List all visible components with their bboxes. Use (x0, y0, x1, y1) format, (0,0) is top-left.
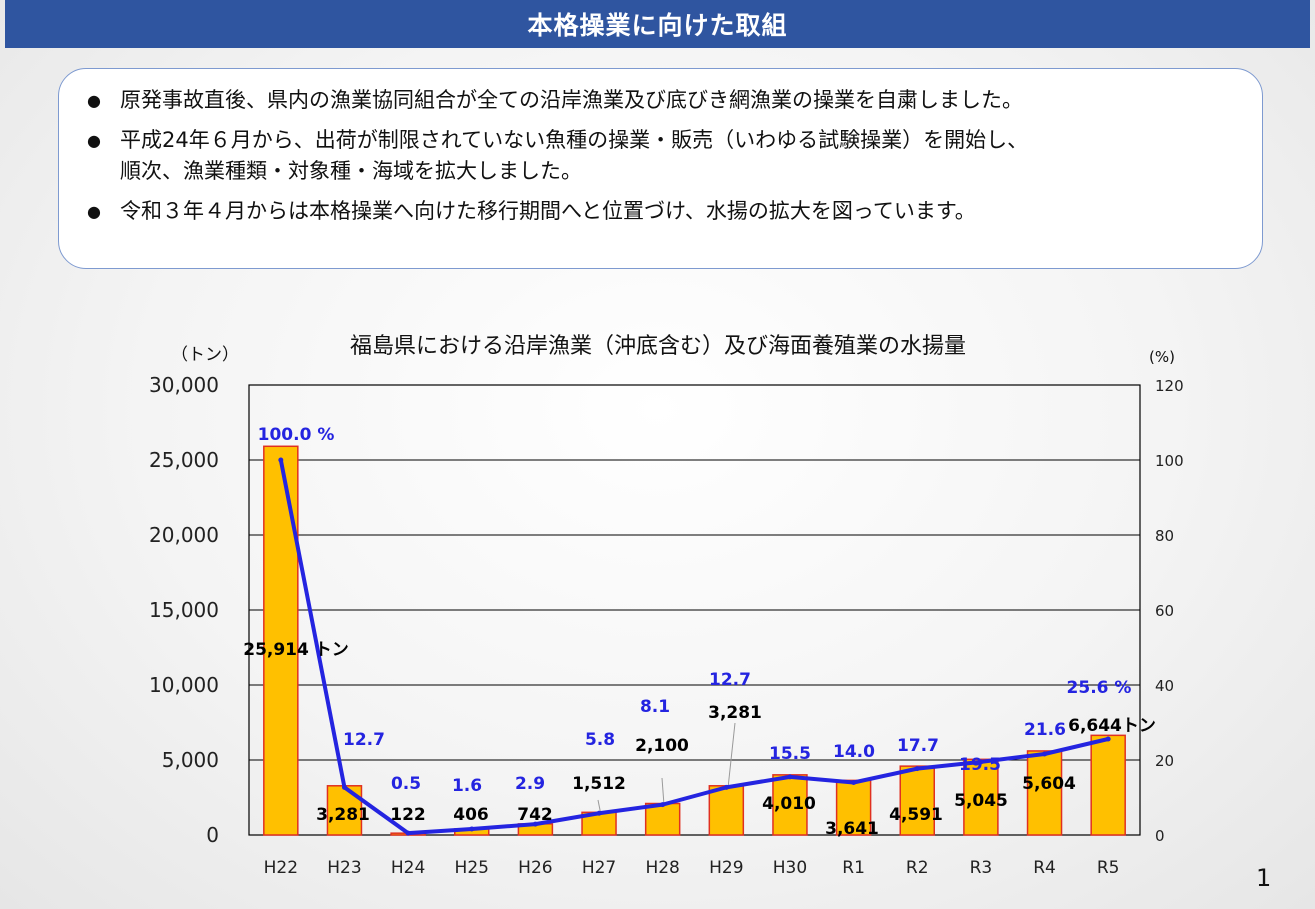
y-tick-label: 10,000 (149, 673, 219, 697)
bullet-dot-icon: ● (87, 202, 101, 221)
chart-title: 福島県における沿岸漁業（沖底含む）及び海面養殖業の水揚量 (350, 334, 966, 359)
slide-title: 本格操業に向けた取組 (527, 11, 788, 40)
x-tick-label: R5 (1097, 858, 1120, 878)
x-tick-label: H22 (264, 858, 298, 878)
y2-tick-label: 100 (1155, 452, 1184, 470)
line-value-label: 1.6 (452, 776, 482, 796)
bar (644, 802, 681, 836)
x-tick-label: H23 (327, 858, 361, 878)
line-value-label: 100.0 % (258, 425, 335, 445)
y-tick-label: 20,000 (149, 523, 219, 547)
bullet-dot-icon: ● (87, 91, 101, 110)
line-value-label: 12.7 (709, 670, 751, 690)
bullet-item: ● 原発事故直後、県内の漁業協同組合が全ての沿岸漁業及び底びき網漁業の操業を自粛… (87, 85, 1242, 116)
bar-value-label: 5,045 (954, 791, 1008, 811)
line-value-label: 15.5 (769, 744, 811, 764)
bar (1090, 734, 1126, 836)
percent-line (278, 459, 1109, 836)
y-tick-label: 5,000 (162, 748, 219, 772)
line-value-label: 2.9 (515, 774, 545, 794)
bullet-dot-icon: ● (87, 131, 101, 150)
bullet-text: 原発事故直後、県内の漁業協同組合が全ての沿岸漁業及び底びき網漁業の操業を自粛しま… (120, 88, 1023, 112)
bar (899, 765, 935, 836)
bar-value-label: 2,100 (635, 736, 689, 756)
line-point (723, 784, 729, 790)
bar-value-label: 3,281 (316, 805, 370, 825)
line-point (660, 802, 666, 808)
line-point (978, 759, 984, 765)
y-tick-label: 30,000 (149, 373, 219, 397)
y2-tick-label: 40 (1155, 677, 1174, 695)
y-axis-unit-label: （トン） (171, 345, 239, 365)
y-tick-label: 15,000 (149, 598, 219, 622)
y2-tick-label: 120 (1155, 377, 1184, 395)
line-point (914, 766, 920, 772)
x-tick-label: R4 (1033, 858, 1056, 878)
bar (1026, 750, 1063, 836)
x-tick-label: R2 (906, 858, 929, 878)
bar-value-label: 6,644トン (1068, 716, 1156, 736)
x-tick-label: H25 (455, 858, 489, 878)
x-tick-label: H26 (518, 858, 552, 878)
y2-tick-label: 20 (1155, 752, 1174, 770)
bar-value-label: 3,281 (708, 703, 762, 723)
y2-tick-label: 60 (1155, 602, 1174, 620)
bar-value-label: 4,010 (762, 794, 816, 814)
bullet-text: 令和３年４月からは本格操業へ向けた移行期間へと位置づけ、水揚の拡大を図っています… (120, 199, 976, 223)
bar (963, 758, 999, 836)
bullet-item: ● 平成24年６月から、出荷が制限されていない魚種の操業・販売（いわゆる試験操業… (87, 125, 1242, 187)
line-value-label: 25.6 % (1067, 678, 1132, 698)
line-value-label: 14.0 (833, 742, 875, 762)
slide-header: 本格操業に向けた取組 (5, 0, 1310, 48)
line-point (851, 780, 857, 785)
line-point (1042, 751, 1048, 757)
page-number: 1 (1256, 864, 1272, 892)
line-value-label: 17.7 (897, 736, 939, 756)
x-tick-label: R1 (842, 858, 865, 878)
x-tick-label: H30 (773, 858, 807, 878)
line-point (532, 821, 538, 827)
line-value-label: 19.5 (959, 755, 1001, 775)
bar-value-label: 5,604 (1022, 774, 1076, 794)
y2-axis-unit-label: (%) (1149, 348, 1175, 366)
bullet-item: ● 令和３年４月からは本格操業へ向けた移行期間へと位置づけ、水揚の拡大を図ってい… (87, 196, 1242, 227)
y2-tick-label: 80 (1155, 527, 1174, 545)
line-value-label: 0.5 (391, 774, 421, 794)
y-tick-label: 0 (206, 823, 219, 847)
line-value-label: 12.7 (343, 730, 385, 750)
bar (772, 774, 808, 836)
bullet-text: 平成24年６月から、出荷が制限されていない魚種の操業・販売（いわゆる試験操業）を… (120, 128, 1029, 183)
line-value-label: 21.6 (1024, 720, 1066, 740)
bar-value-label: 25,914 トン (243, 640, 349, 660)
x-tick-label: H28 (645, 858, 679, 878)
line-point (341, 784, 347, 790)
label-leader-line (727, 722, 736, 789)
line-point (278, 457, 284, 463)
y-tick-label: 25,000 (149, 448, 219, 472)
line-point (1105, 736, 1111, 742)
line-value-label: 8.1 (640, 697, 670, 717)
x-tick-label: R3 (970, 858, 993, 878)
x-tick-label: H29 (709, 858, 743, 878)
x-tick-label: H27 (582, 858, 616, 878)
line-point (405, 830, 411, 836)
label-leader-line (661, 777, 665, 806)
bar-value-label: 742 (517, 805, 553, 825)
line-point (787, 774, 793, 780)
line-point (596, 810, 602, 816)
bar-value-label: 1,512 (572, 774, 626, 794)
y2-tick-label: 0 (1155, 827, 1165, 845)
bar (835, 779, 872, 836)
line-point (469, 826, 475, 832)
bar-value-label: 4,591 (889, 805, 943, 825)
summary-box: ● 原発事故直後、県内の漁業協同組合が全ての沿岸漁業及び底びき網漁業の操業を自粛… (58, 68, 1263, 269)
line-value-label: 5.8 (585, 730, 615, 750)
bar-value-label: 406 (453, 805, 489, 825)
bar-value-label: 122 (390, 805, 426, 825)
bar-value-label: 3,641 (825, 819, 879, 839)
x-tick-label: H24 (391, 858, 425, 878)
bar (708, 785, 745, 836)
